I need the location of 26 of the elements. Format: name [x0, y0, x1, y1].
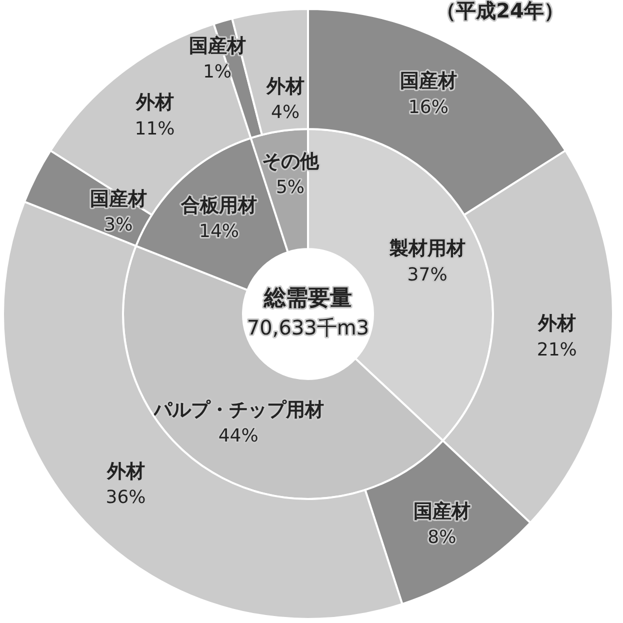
slice-label: 外材: [106, 460, 145, 482]
slice-label: その他: [262, 150, 320, 172]
slice-label: 合板用材: [180, 194, 258, 216]
data-label: 36%: [106, 487, 146, 508]
data-label: 3%: [104, 214, 133, 236]
slice-label: 外材: [536, 312, 576, 335]
data-label: 16%: [408, 96, 448, 118]
data-label: 21%: [536, 339, 577, 360]
slice-label: 国産材: [413, 500, 470, 522]
slice-label: 国産材: [400, 70, 457, 92]
data-label: 5%: [276, 177, 305, 198]
data-label: 8%: [428, 527, 456, 548]
slice-label: 国産材: [90, 188, 147, 210]
chart-title: （平成24年）: [436, 0, 564, 22]
data-label: 1%: [202, 62, 232, 83]
data-label: 37%: [407, 264, 448, 286]
slice-label: パルプ・チップ用材: [152, 398, 324, 421]
data-label: 14%: [199, 221, 240, 242]
data-label: 4%: [271, 102, 300, 124]
slice-label: 外材: [265, 75, 304, 98]
slice-label: 外材: [134, 92, 174, 114]
data-label: 11%: [134, 118, 175, 140]
text: 70,633千m3: [246, 315, 370, 340]
slice-label: 製材用材: [388, 238, 466, 260]
data-label: 44%: [218, 426, 258, 447]
text: 総需要量: [263, 286, 352, 312]
